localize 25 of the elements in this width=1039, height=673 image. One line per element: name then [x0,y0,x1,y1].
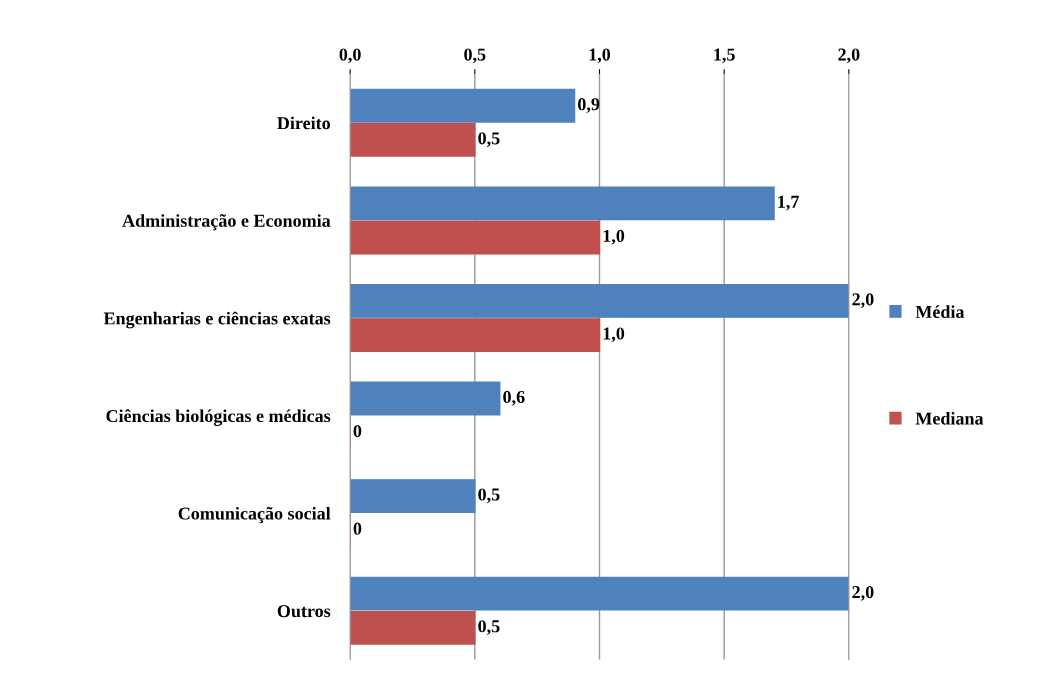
data-label: 0,9 [578,98,600,113]
data-label: 1,0 [603,327,625,343]
y-tick-label: Ciências biológicas e médicas [106,409,331,426]
legend-label: Média [915,305,965,318]
x-tick-label: 0,5 [464,48,486,64]
y-tick-label: Comunicação social [178,506,331,524]
data-label: 0,5 [478,132,500,148]
data-label: 2,0 [852,293,874,309]
legend-label: Mediana [915,411,984,425]
data-label: 1,0 [603,229,625,245]
y-tick-label: Engenharias e ciências exatas [103,311,331,329]
y-tick-label: Outros [277,605,331,618]
data-label: 0,5 [478,620,500,635]
data-label: 0 [353,424,362,438]
x-tick-label: 0,0 [339,48,361,64]
x-tick-label: 1,5 [714,48,735,64]
data-label: 0 [353,522,362,535]
x-tick-label: 2,0 [838,48,860,64]
data-label: 1,7 [778,195,799,211]
y-tick-label: Administração e Economia [122,214,331,231]
data-label: 0,6 [503,390,525,406]
y-tick-label: Direito [277,116,331,130]
data-label: 0,5 [478,488,500,504]
data-label: 2,0 [852,586,874,601]
x-tick-label: 1,0 [589,48,611,64]
